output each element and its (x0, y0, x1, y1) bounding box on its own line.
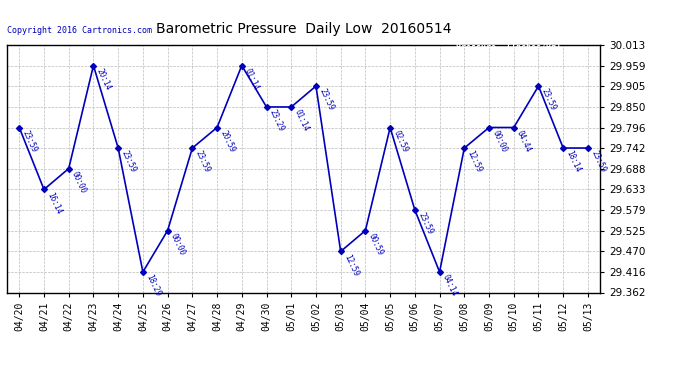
Title: Barometric Pressure  Daily Low  20160514: Barometric Pressure Daily Low 20160514 (156, 22, 451, 36)
Text: 23:59: 23:59 (540, 87, 558, 112)
Text: 04:14: 04:14 (441, 273, 459, 298)
Text: 23:59: 23:59 (416, 211, 434, 236)
Text: 00:00: 00:00 (169, 232, 187, 256)
Text: 23:59: 23:59 (589, 149, 607, 174)
Text: 23:59: 23:59 (194, 149, 212, 174)
Text: 02:59: 02:59 (391, 129, 409, 154)
Text: 20:59: 20:59 (219, 129, 237, 154)
Text: 20:14: 20:14 (95, 67, 112, 92)
Text: 23:29: 23:29 (268, 108, 286, 133)
Text: 01:14: 01:14 (293, 108, 310, 133)
Text: 01:14: 01:14 (243, 67, 261, 92)
Text: Copyright 2016 Cartronics.com: Copyright 2016 Cartronics.com (7, 26, 152, 35)
Text: 18:29: 18:29 (144, 273, 162, 298)
Text: 00:59: 00:59 (367, 232, 385, 256)
Text: 23:59: 23:59 (21, 129, 39, 154)
Text: 12:59: 12:59 (466, 149, 484, 174)
Text: 00:00: 00:00 (491, 129, 509, 154)
Text: 18:14: 18:14 (564, 149, 582, 174)
Text: 12:59: 12:59 (342, 253, 360, 278)
Text: 04:44: 04:44 (515, 129, 533, 154)
Text: 23:59: 23:59 (119, 149, 137, 174)
Text: 23:59: 23:59 (317, 87, 335, 112)
Text: 00:00: 00:00 (70, 170, 88, 195)
Text: 16:14: 16:14 (46, 191, 63, 216)
